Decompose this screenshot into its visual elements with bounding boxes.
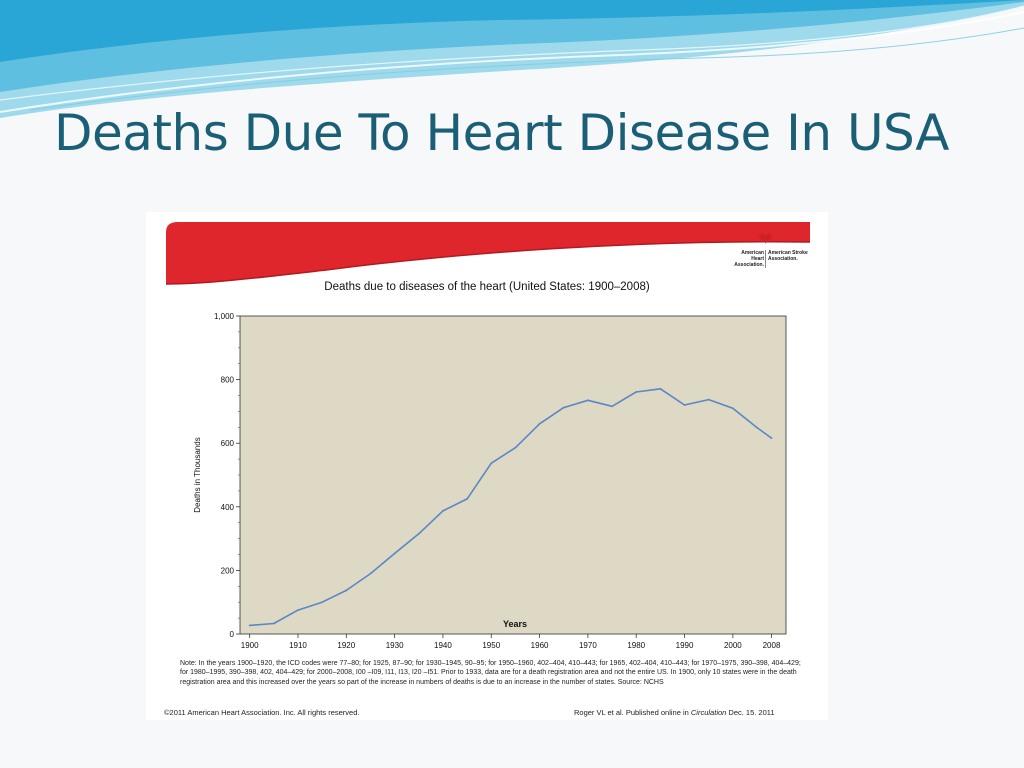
aha-logo: ❤ American Heart Association. American S… bbox=[728, 230, 808, 272]
data-point bbox=[321, 601, 324, 604]
asa-logo-text: American Stroke Association. bbox=[768, 250, 808, 262]
chart-title: Deaths due to diseases of the heart (Uni… bbox=[324, 281, 650, 293]
x-tick-label: 1990 bbox=[676, 641, 694, 650]
data-point bbox=[369, 572, 372, 575]
data-point bbox=[442, 510, 444, 512]
citation-text: Roger VL et al. Published online in Circ… bbox=[574, 708, 775, 717]
data-point bbox=[683, 404, 686, 406]
x-tick-label: 1920 bbox=[337, 641, 355, 650]
y-tick-label: 200 bbox=[221, 566, 235, 575]
y-axis-label: Deaths in Thousands bbox=[193, 437, 202, 512]
data-point bbox=[417, 532, 420, 535]
data-point bbox=[248, 624, 251, 627]
citation-suffix: Dec. 15. 2011 bbox=[726, 708, 775, 717]
x-tick-label: 1950 bbox=[482, 641, 500, 650]
data-point bbox=[345, 589, 348, 592]
aha-logo-text: American Heart Association. bbox=[734, 250, 764, 268]
y-tick-label: 1,000 bbox=[214, 312, 235, 321]
x-tick-label: 1940 bbox=[434, 641, 452, 650]
data-point bbox=[707, 398, 710, 401]
data-point bbox=[659, 387, 662, 390]
x-tick-label: 2000 bbox=[724, 641, 742, 650]
data-point bbox=[562, 406, 565, 409]
slide-title: Deaths Due To Heart Disease In USA bbox=[54, 104, 949, 162]
data-point bbox=[731, 407, 734, 410]
x-tick-label: 1960 bbox=[531, 641, 549, 650]
data-point bbox=[393, 552, 396, 555]
data-point bbox=[586, 399, 589, 402]
data-point bbox=[538, 422, 541, 425]
x-tick-label: 1900 bbox=[241, 641, 259, 650]
chart-note: Note: In the years 1900–1920, the ICD co… bbox=[180, 660, 801, 686]
data-point bbox=[272, 622, 275, 625]
wave-decoration bbox=[0, 0, 1024, 118]
y-tick-label: 0 bbox=[230, 630, 235, 639]
data-point bbox=[514, 446, 517, 449]
plot-area bbox=[239, 315, 787, 635]
y-tick-label: 600 bbox=[221, 439, 235, 448]
data-point bbox=[490, 462, 493, 465]
x-tick-label: 1930 bbox=[386, 641, 404, 650]
x-tick-label: 1980 bbox=[627, 641, 645, 650]
x-axis-label: Years bbox=[503, 619, 527, 629]
x-tick-label: 2008 bbox=[763, 641, 781, 650]
y-tick-label: 800 bbox=[221, 376, 235, 385]
x-tick-label: 1970 bbox=[579, 641, 597, 650]
chart-figure: ❤ American Heart Association. American S… bbox=[146, 212, 828, 720]
line-chart: 0 200 400 600 800 1,000 1900 1910 1920 1930 1940 19… bbox=[193, 312, 787, 650]
citation-prefix: Roger VL et al. Published online in bbox=[574, 708, 691, 717]
copyright-text: ©2011 American Heart Association. Inc. A… bbox=[164, 708, 360, 717]
heart-torch-icon: ❤ bbox=[758, 229, 774, 249]
data-point bbox=[466, 497, 468, 500]
red-banner bbox=[166, 222, 810, 285]
y-tick-label: 400 bbox=[221, 503, 235, 512]
data-point bbox=[297, 609, 299, 612]
x-tick-label: 1910 bbox=[289, 641, 307, 650]
data-point bbox=[611, 405, 613, 408]
logo-divider bbox=[765, 250, 766, 268]
data-point bbox=[770, 437, 773, 440]
data-point bbox=[756, 426, 758, 429]
data-point bbox=[635, 391, 638, 393]
citation-journal: Circulation bbox=[690, 708, 727, 717]
